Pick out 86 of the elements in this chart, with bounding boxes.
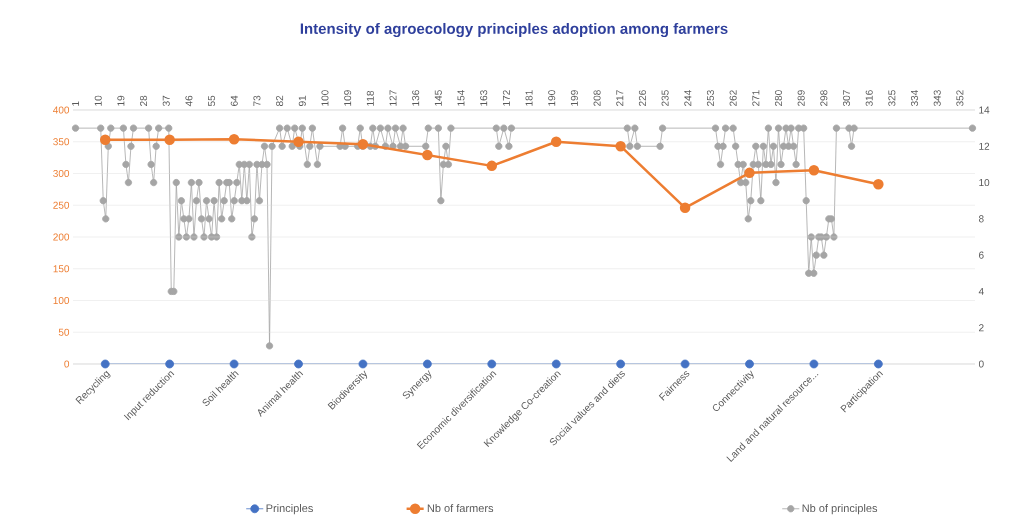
x-tick-label: 28 xyxy=(140,96,148,107)
y-tick-label: 300 xyxy=(53,170,70,178)
y2-tick-label: 14 xyxy=(979,106,990,114)
x-tick-label: 163 xyxy=(480,90,488,106)
point xyxy=(486,160,498,172)
x-tick-label: 46 xyxy=(185,96,193,107)
x-tick-label: 199 xyxy=(570,90,578,106)
x-tick-label: 118 xyxy=(366,91,374,106)
point xyxy=(229,359,239,369)
y2-tick-label: 6 xyxy=(979,251,984,259)
x-tick-label: 55 xyxy=(208,96,216,107)
x-tick-label: 145 xyxy=(434,90,442,106)
point xyxy=(550,136,562,148)
point xyxy=(808,165,820,176)
x-tick-label: 181 xyxy=(525,90,533,106)
y-tick-label: 200 xyxy=(53,233,70,241)
point xyxy=(616,359,626,369)
y2-tick-label: 10 xyxy=(979,179,990,187)
x-tick-label: 235 xyxy=(661,90,669,107)
x-tick-label: 262 xyxy=(729,90,737,107)
x-tick-label: 73 xyxy=(253,96,261,107)
legend-label: Nb of farmers xyxy=(427,504,494,513)
legend-label: Principles xyxy=(266,504,313,515)
y2-tick-label: 4 xyxy=(978,288,984,296)
point xyxy=(809,359,819,369)
x-tick-label: 127 xyxy=(389,90,397,106)
point xyxy=(358,359,368,369)
chart-title: Intensity of agroecology principles adoption among farmers xyxy=(300,23,728,38)
point xyxy=(165,359,175,369)
x-tick-label: 91 xyxy=(298,96,306,107)
x-tick-label: 298 xyxy=(820,90,828,107)
x-tick-label: 271 xyxy=(752,90,760,107)
x-tick-label: 316 xyxy=(865,90,873,107)
x-tick-label: 37 xyxy=(162,96,170,107)
point xyxy=(873,179,884,190)
y-tick-label: 250 xyxy=(53,201,70,210)
point xyxy=(873,359,883,369)
point xyxy=(680,359,690,369)
x-tick-label: 1 xyxy=(72,101,79,106)
x-tick-label: 190 xyxy=(548,90,556,106)
x-tick-label: 10 xyxy=(94,95,102,106)
point xyxy=(164,134,175,146)
point xyxy=(744,167,755,179)
point xyxy=(745,359,754,369)
point xyxy=(293,136,304,148)
x-tick-label: 82 xyxy=(276,96,284,107)
x-tick-label: 217 xyxy=(616,90,624,107)
y2-tick-label: 0 xyxy=(978,360,984,368)
point xyxy=(99,134,111,146)
point xyxy=(294,359,303,369)
x-tick-label: 334 xyxy=(910,90,919,107)
x-tick-label: 226 xyxy=(638,90,646,107)
y2-tick-label: 2 xyxy=(979,324,984,332)
point xyxy=(228,134,240,145)
x-tick-label: 109 xyxy=(344,90,352,106)
y2-tick-label: 12 xyxy=(979,143,990,151)
point xyxy=(679,202,691,214)
point xyxy=(422,150,433,161)
x-tick-label: 280 xyxy=(774,90,783,107)
x-tick-label: 136 xyxy=(412,90,420,106)
point xyxy=(487,359,497,369)
x-tick-label: 100 xyxy=(321,90,329,106)
y-tick-label: 150 xyxy=(53,265,70,273)
y-tick-label: 50 xyxy=(58,328,70,337)
point xyxy=(615,141,626,152)
x-tick-label: 352 xyxy=(956,90,964,107)
legend-label: Nb of principles xyxy=(802,504,878,515)
y-tick-label: 400 xyxy=(53,106,70,114)
x-tick-label: 19 xyxy=(117,96,125,106)
x-tick-label: 64 xyxy=(230,95,238,107)
point xyxy=(422,359,432,369)
x-tick-label: 253 xyxy=(706,90,714,107)
x-tick-label: 307 xyxy=(842,90,851,107)
x-tick-label: 343 xyxy=(933,90,941,107)
x-tick-label: 154 xyxy=(457,90,465,106)
x-tick-label: 244 xyxy=(684,90,692,107)
y-tick-label: 0 xyxy=(64,360,70,368)
point xyxy=(100,359,110,369)
y2-tick-label: 8 xyxy=(978,215,984,223)
x-tick-label: 289 xyxy=(797,90,805,107)
x-tick-label: 325 xyxy=(888,90,896,107)
y-tick-label: 100 xyxy=(53,297,70,305)
x-tick-label: 208 xyxy=(593,90,601,107)
x-tick-label: 172 xyxy=(502,90,510,106)
point xyxy=(551,359,561,369)
y-tick-label: 350 xyxy=(53,138,70,146)
